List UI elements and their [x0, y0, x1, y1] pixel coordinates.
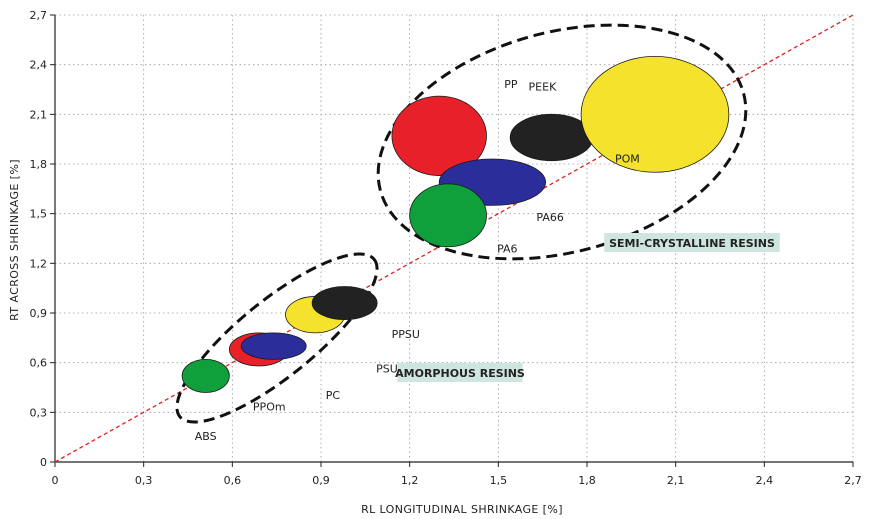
semi-crystalline-label-bg [604, 233, 780, 252]
y-tick-label: 0,9 [30, 307, 48, 320]
label-ppom: PPOm [253, 400, 286, 413]
y-tick-label: 0,6 [30, 357, 48, 370]
x-axis-title: RL LONGITUDINAL SHRINKAGE [%] [361, 503, 563, 516]
label-abs: ABS [195, 430, 217, 443]
x-tick-label: 2,7 [844, 474, 862, 487]
label-pa66: PA66 [536, 211, 563, 224]
y-tick-label: 1,2 [30, 257, 48, 270]
bubble-ppsu [311, 286, 378, 321]
y-tick-label: 0 [40, 456, 47, 469]
bubble-peek [509, 113, 594, 162]
label-peek: PEEK [529, 81, 558, 94]
y-tick-label: 0,3 [30, 406, 48, 419]
y-tick-label: 2,7 [30, 9, 48, 22]
semi-crystalline-label: SEMI-CRYSTALLINE RESINS [609, 237, 775, 250]
x-tick-label: 1,5 [490, 474, 508, 487]
x-tick-label: 1,8 [578, 474, 596, 487]
x-tick-label: 0,9 [312, 474, 330, 487]
label-pc: PC [326, 389, 341, 402]
y-axis-title: RT ACROSS SHRINKAGE [%] [8, 159, 21, 321]
label-ppsu: PPSU [392, 328, 420, 341]
bubble-pa6 [409, 183, 487, 248]
bubble-pc [240, 332, 307, 360]
material-labels: ABS PPOm PC PSU PPSU PP PEEK POM PA66 PA6 [195, 78, 640, 443]
axes: 00 0,3 0,3 0,6 0,6 0,9 0,9 1,2 1,2 1,5 1,5 1,8 1,8 2,… [30, 9, 862, 487]
x-tick-label: 1,2 [401, 474, 419, 487]
label-pa6: PA6 [497, 242, 517, 255]
x-tick-label: 0 [52, 474, 59, 487]
label-psu: PSU [376, 363, 398, 376]
group-labels: AMORPHOUS RESINS SEMI-CRYSTALLINE RESINS [395, 233, 780, 382]
x-tick-label: 0,3 [135, 474, 153, 487]
label-pom: POM [615, 152, 640, 165]
x-tick-label: 2,4 [756, 474, 774, 487]
y-tick-label: 1,8 [30, 158, 48, 171]
y-tick-label: 2,4 [30, 59, 48, 72]
group-outlines [175, 23, 748, 424]
bubble-pp [391, 95, 487, 176]
y-tick-label: 1,5 [30, 208, 48, 221]
semi-crystalline-group-outline [376, 23, 748, 261]
amorphous-group-outline [175, 252, 379, 424]
amorphous-label: AMORPHOUS RESINS [395, 367, 525, 380]
x-tick-label: 0,6 [224, 474, 242, 487]
amorphous-label-bg [397, 363, 523, 382]
y-tick-label: 2,1 [30, 108, 48, 121]
bubble-pom [580, 55, 730, 173]
bubble-abs [181, 358, 230, 393]
x-tick-label: 2,1 [667, 474, 685, 487]
label-pp: PP [504, 78, 518, 91]
material-bubbles [181, 55, 730, 393]
